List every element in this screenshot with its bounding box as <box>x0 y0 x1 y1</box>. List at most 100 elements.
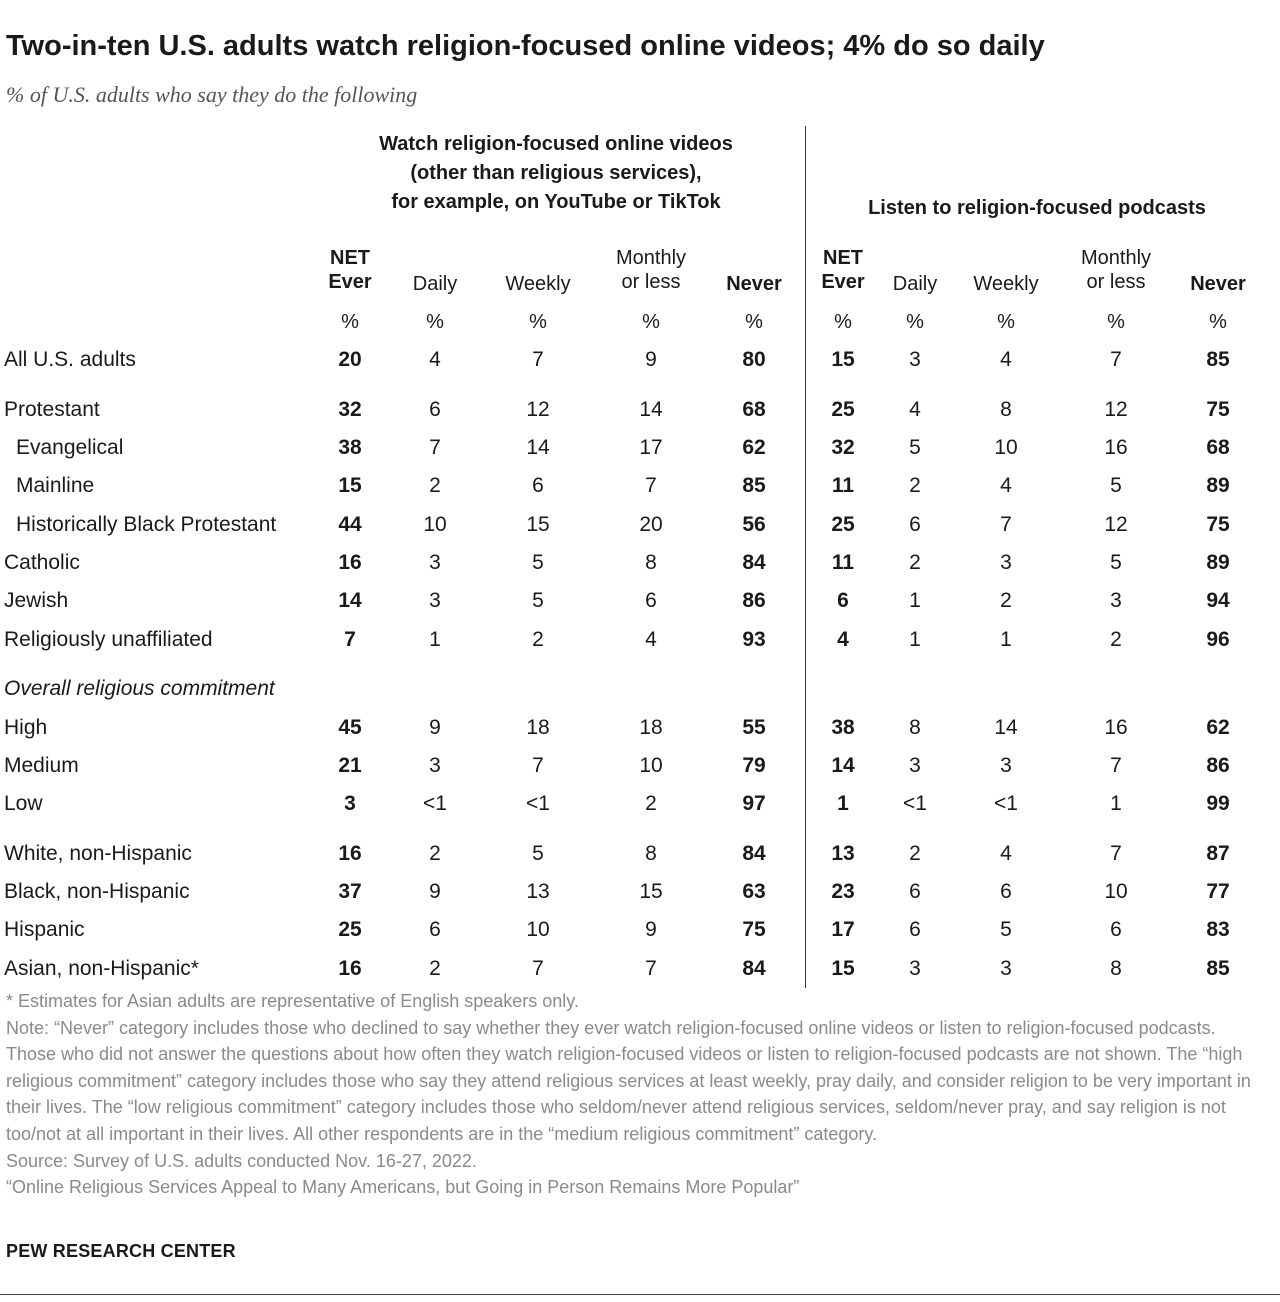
table-cell: 32 <box>831 436 855 459</box>
table-cell: 8 <box>645 842 657 865</box>
table-cell: 96 <box>1206 628 1230 651</box>
row-label: Medium <box>4 754 79 777</box>
percent-unit-label: % <box>997 311 1015 333</box>
table-cell: 5 <box>532 589 544 612</box>
footnote-source: Source: Survey of U.S. adults conducted … <box>6 1150 477 1171</box>
table-cell: 85 <box>742 474 766 497</box>
table-cell: 1 <box>1000 628 1012 651</box>
table-cell: 12 <box>1104 513 1128 536</box>
table-cell: 3 <box>344 792 356 815</box>
footnote-asterisk: * Estimates for Asian adults are represe… <box>6 991 579 1011</box>
table-cell: 8 <box>909 716 921 739</box>
table-cell: 6 <box>429 398 441 421</box>
table-cell: 87 <box>1206 842 1230 865</box>
table-cell: 37 <box>338 880 362 903</box>
table-cell: 4 <box>1000 474 1012 497</box>
table-cell: 10 <box>526 918 550 941</box>
table-cell: 6 <box>645 589 657 612</box>
table-cell: 6 <box>909 880 921 903</box>
table-cell: 79 <box>742 754 766 777</box>
table-cell: 86 <box>1206 754 1230 777</box>
percent-unit-label: % <box>1209 311 1227 333</box>
table-cell: <1 <box>423 792 447 815</box>
table-cell: 3 <box>1000 754 1012 777</box>
table-cell: 85 <box>1206 348 1230 371</box>
table-cell: 7 <box>645 957 657 980</box>
table-cell: 7 <box>532 957 544 980</box>
column-header: Monthly or less <box>1080 247 1152 293</box>
table-cell: 7 <box>532 754 544 777</box>
column-header: Monthly or less <box>615 247 687 293</box>
table-cell: 55 <box>742 716 766 739</box>
table-cell: 1 <box>909 628 921 651</box>
table-cell: 6 <box>1000 880 1012 903</box>
percent-unit-label: % <box>1107 311 1125 333</box>
table-cell: 6 <box>909 513 921 536</box>
column-header: NET Ever <box>821 247 865 293</box>
table-cell: 25 <box>338 918 362 941</box>
group-divider <box>805 126 806 988</box>
table-cell: 8 <box>1110 957 1122 980</box>
table-cell: 86 <box>742 589 766 612</box>
row-label: Religiously unaffiliated <box>4 628 213 651</box>
table-cell: 17 <box>639 436 663 459</box>
table-cell: 2 <box>909 551 921 574</box>
table-cell: 9 <box>429 716 441 739</box>
table-cell: 5 <box>1110 474 1122 497</box>
percent-unit-label: % <box>745 311 763 333</box>
column-header: Weekly <box>973 273 1039 295</box>
table-cell: 7 <box>645 474 657 497</box>
table-cell: 4 <box>1000 842 1012 865</box>
table-cell: 2 <box>645 792 657 815</box>
table-cell: 85 <box>1206 957 1230 980</box>
table-cell: 13 <box>831 842 855 865</box>
table-cell: 20 <box>338 348 362 371</box>
table-cell: 6 <box>532 474 544 497</box>
table-cell: 62 <box>742 436 766 459</box>
table-cell: 38 <box>831 716 855 739</box>
percent-unit-label: % <box>529 311 547 333</box>
footnote-note: Note: “Never” category includes those wh… <box>6 1017 1251 1144</box>
table-cell: 97 <box>742 792 766 815</box>
table-cell: 15 <box>526 513 550 536</box>
table-cell: 10 <box>994 436 1018 459</box>
table-cell: 94 <box>1206 589 1230 612</box>
percent-unit-label: % <box>834 311 852 333</box>
row-label: Black, non-Hispanic <box>4 880 190 903</box>
table-cell: 5 <box>532 842 544 865</box>
row-label: Protestant <box>4 398 100 421</box>
table-cell: 10 <box>1104 880 1128 903</box>
table-cell: 21 <box>338 754 362 777</box>
table-cell: 2 <box>1000 589 1012 612</box>
table-cell: 3 <box>429 754 441 777</box>
table-cell: 4 <box>909 398 921 421</box>
table-cell: 7 <box>429 436 441 459</box>
chart-subtitle: % of U.S. adults who say they do the fol… <box>6 82 418 107</box>
brand-logo-text: PEW RESEARCH CENTER <box>6 1241 236 1261</box>
table-cell: <1 <box>903 792 927 815</box>
table-cell: 2 <box>429 957 441 980</box>
table-cell: 7 <box>1110 348 1122 371</box>
table-cell: 5 <box>1000 918 1012 941</box>
table-cell: 15 <box>831 348 855 371</box>
table-cell: 10 <box>639 754 663 777</box>
table-cell: 3 <box>1000 957 1012 980</box>
table-cell: 75 <box>742 918 766 941</box>
table-cell: 3 <box>909 957 921 980</box>
table-cell: 4 <box>645 628 657 651</box>
table-cell: 25 <box>831 513 855 536</box>
table-cell: 8 <box>645 551 657 574</box>
table-cell: 9 <box>429 880 441 903</box>
row-label: Jewish <box>4 589 69 612</box>
table-cell: 2 <box>909 842 921 865</box>
table-cell: 38 <box>338 436 362 459</box>
table-cell: 75 <box>1206 513 1230 536</box>
table-cell: 68 <box>1206 436 1230 459</box>
table-cell: 4 <box>837 628 849 651</box>
table-cell: 25 <box>831 398 855 421</box>
row-label: Hispanic <box>4 918 85 941</box>
column-header: Never <box>726 273 782 295</box>
group-title-podcasts: Listen to religion-focused podcasts <box>868 197 1206 219</box>
column-header: Never <box>1190 273 1246 295</box>
table-cell: 5 <box>1110 551 1122 574</box>
